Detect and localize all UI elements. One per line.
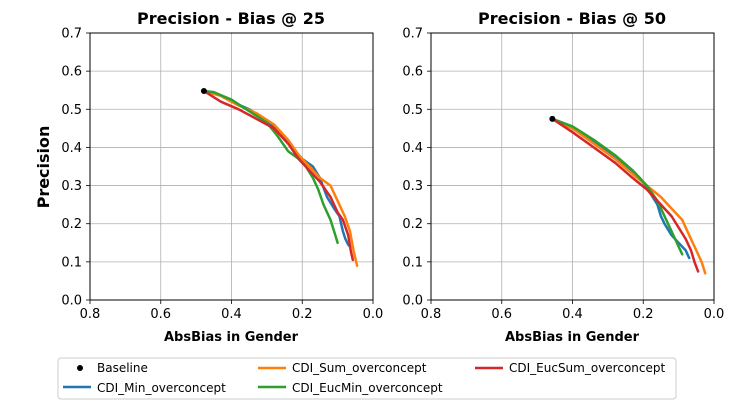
y-tick-label: 0.7 bbox=[402, 27, 423, 42]
y-tick-label: 0.4 bbox=[402, 141, 423, 156]
x-tick-label: 0.6 bbox=[491, 307, 512, 322]
chart-title: Precision - Bias @ 25 bbox=[137, 9, 325, 28]
legend-label: CDI_EucSum_overconcept bbox=[509, 361, 665, 375]
legend-label: CDI_EucMin_overconcept bbox=[292, 381, 443, 395]
y-tick-label: 0.1 bbox=[402, 255, 423, 270]
y-tick-label: 0.0 bbox=[61, 294, 82, 309]
y-tick-label: 0.5 bbox=[61, 103, 82, 118]
y-tick-label: 0.5 bbox=[402, 103, 423, 118]
y-tick-label: 0.2 bbox=[402, 217, 423, 232]
legend-label: Baseline bbox=[97, 361, 148, 375]
y-tick-label: 0.0 bbox=[402, 294, 423, 309]
baseline-point bbox=[201, 88, 207, 94]
x-tick-label: 0.4 bbox=[221, 307, 242, 322]
x-tick-label: 0.2 bbox=[633, 307, 654, 322]
x-tick-label: 0.6 bbox=[150, 307, 171, 322]
y-tick-label: 0.1 bbox=[61, 255, 82, 270]
y-tick-label: 0.7 bbox=[61, 27, 82, 42]
chart-title: Precision - Bias @ 50 bbox=[478, 9, 666, 28]
x-tick-label: 0.0 bbox=[704, 307, 725, 322]
y-tick-label: 0.6 bbox=[61, 65, 82, 80]
legend-label: CDI_Min_overconcept bbox=[97, 381, 226, 395]
x-tick-label: 0.8 bbox=[421, 307, 442, 322]
legend-marker-baseline bbox=[77, 365, 83, 371]
x-tick-label: 0.4 bbox=[562, 307, 583, 322]
x-tick-label: 0.2 bbox=[292, 307, 313, 322]
baseline-point bbox=[549, 116, 555, 122]
x-tick-label: 0.8 bbox=[80, 307, 101, 322]
x-axis-label: AbsBias in Gender bbox=[164, 330, 299, 345]
x-axis-label: AbsBias in Gender bbox=[505, 330, 640, 345]
y-tick-label: 0.6 bbox=[402, 65, 423, 80]
y-tick-label: 0.3 bbox=[402, 179, 423, 194]
legend-label: CDI_Sum_overconcept bbox=[292, 361, 427, 375]
y-tick-label: 0.4 bbox=[61, 141, 82, 156]
y-tick-label: 0.2 bbox=[61, 217, 82, 232]
y-tick-label: 0.3 bbox=[61, 179, 82, 194]
y-axis-label: Precision bbox=[34, 126, 53, 209]
legend: Baseline CDI_Min_overconcept CDI_Sum_ove… bbox=[58, 358, 676, 399]
x-tick-label: 0.0 bbox=[363, 307, 384, 322]
